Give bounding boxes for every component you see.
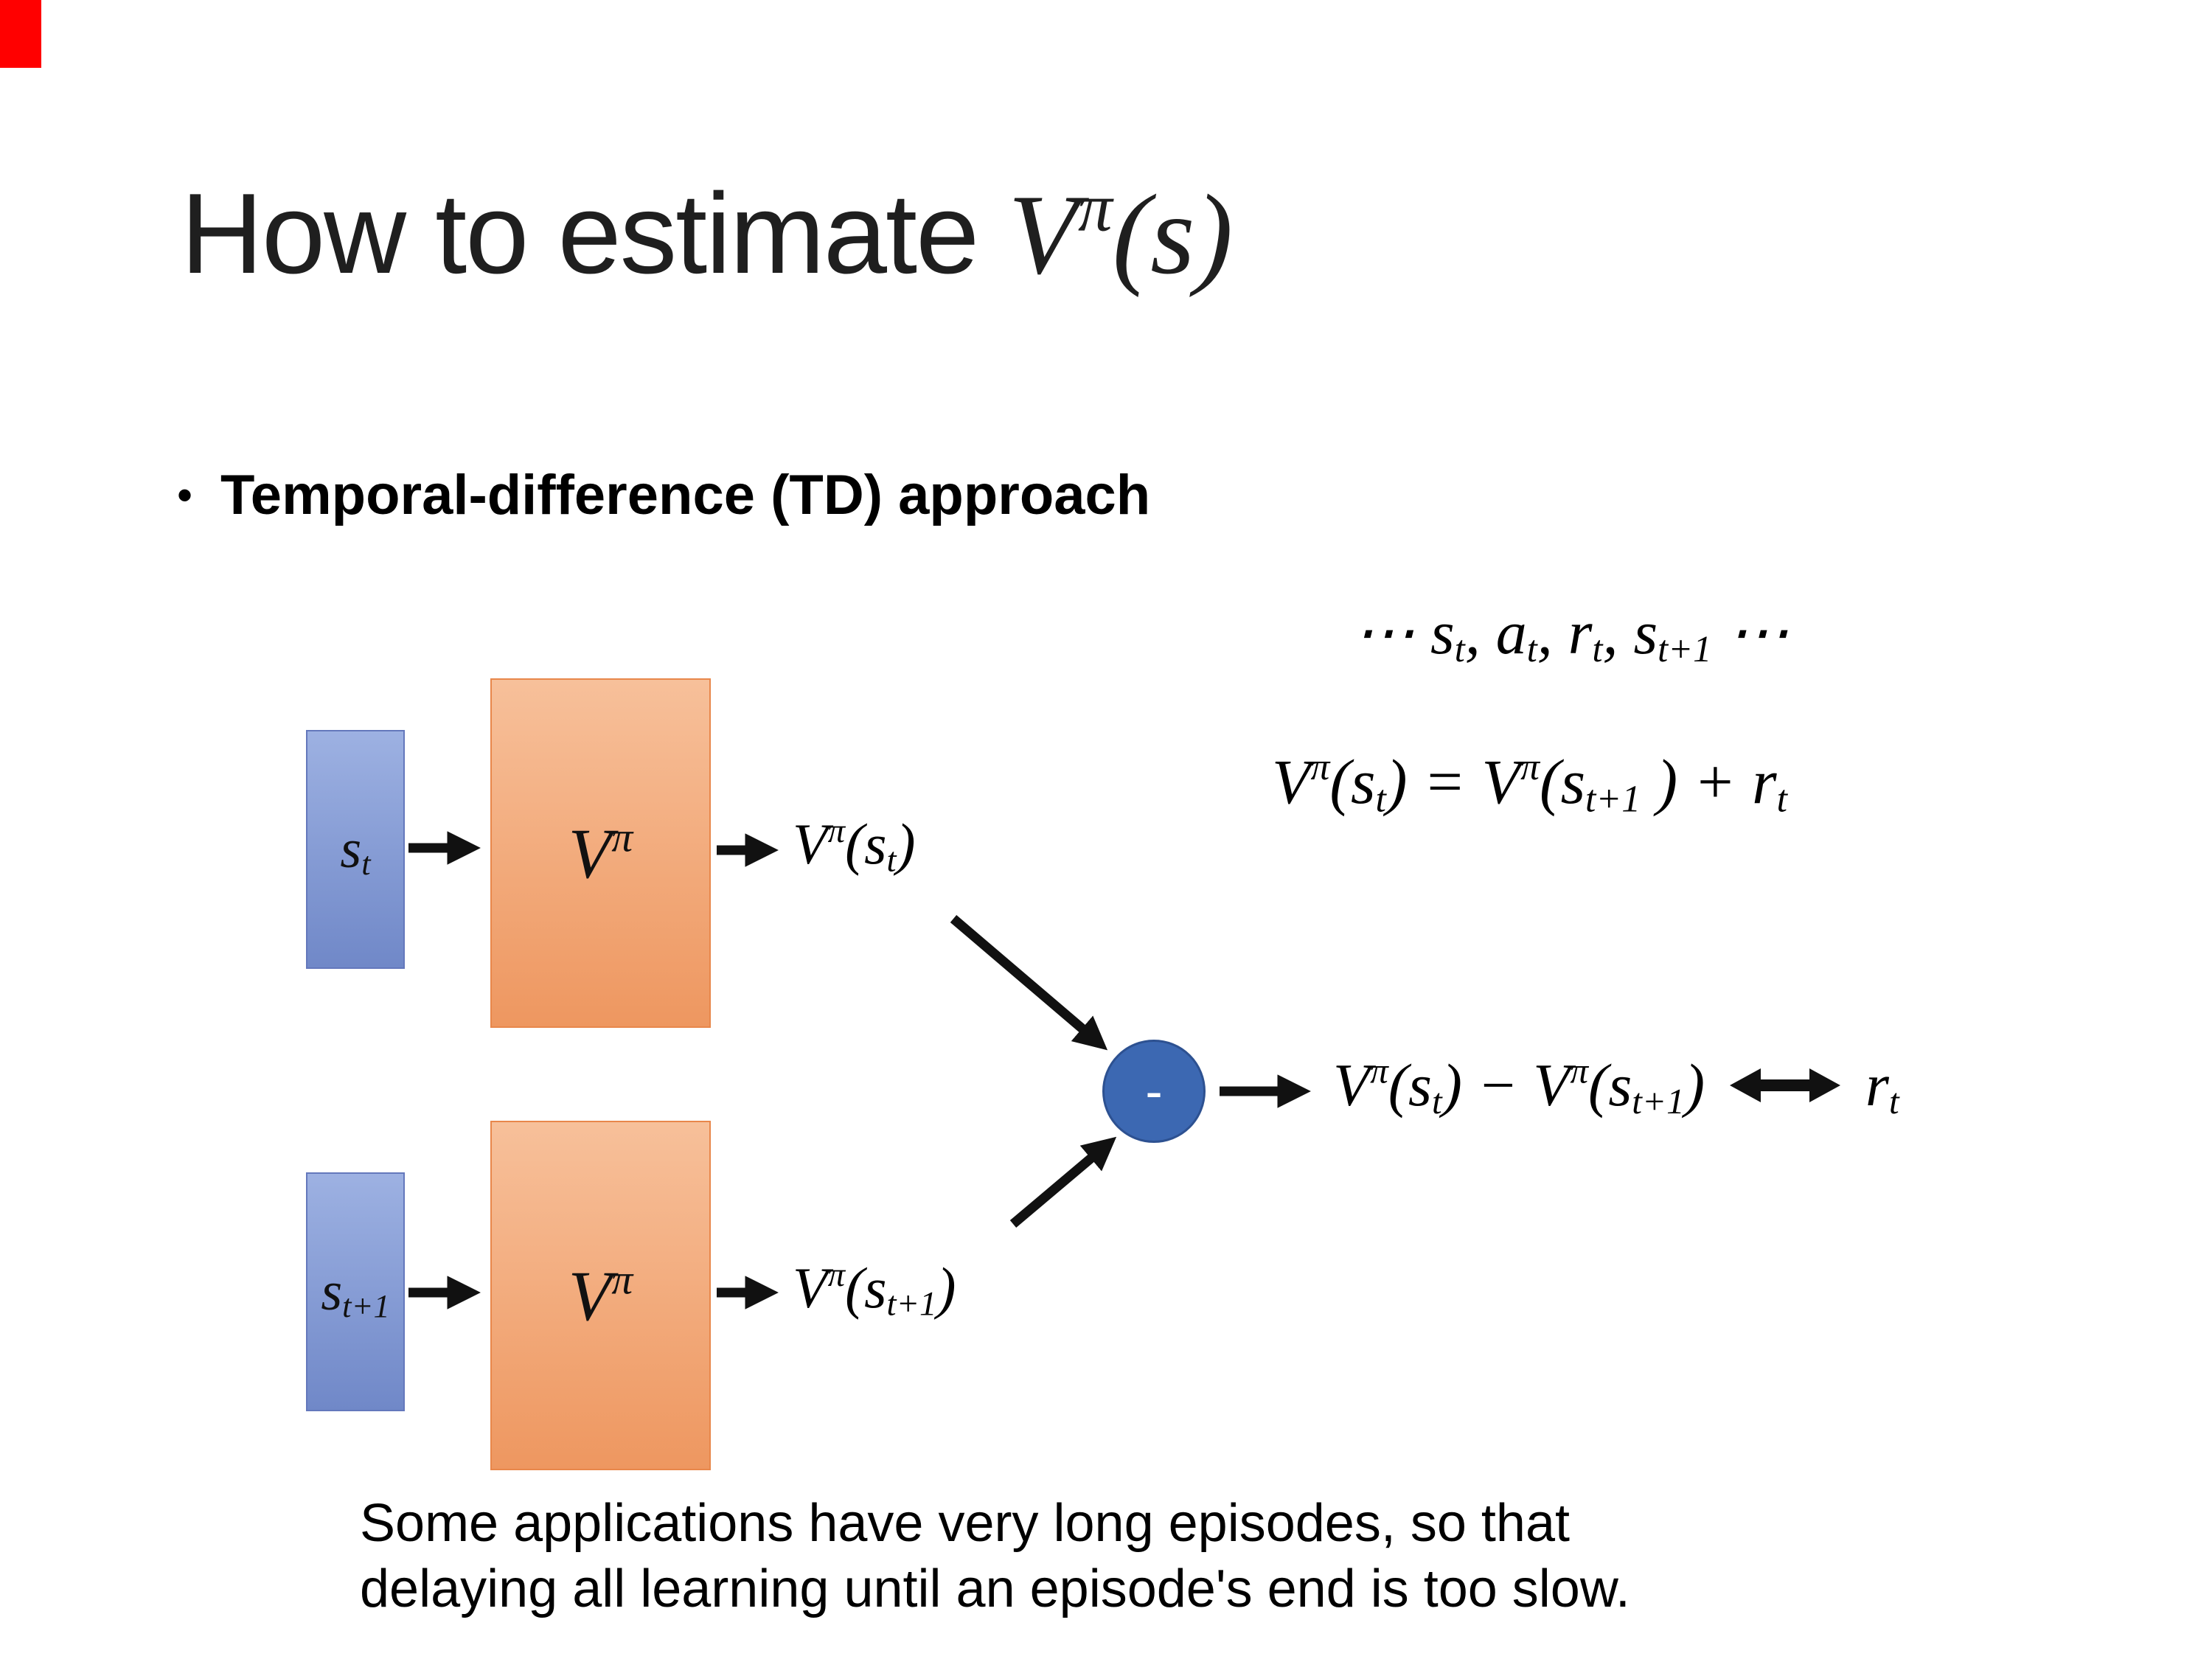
td-error-expression: Vπ(st) − Vπ(st+1) <box>1333 1050 1705 1121</box>
red-corner-accent <box>0 0 41 68</box>
state-label-st1: st+1 <box>321 1261 390 1324</box>
note-line-1: Some applications have very long episode… <box>360 1494 1570 1553</box>
state-box-st1: st+1 <box>306 1172 405 1411</box>
bullet-line: • Temporal-difference (TD) approach <box>177 463 1150 527</box>
output-label-vst1: Vπ(st+1) <box>793 1255 956 1324</box>
note-line-2: delaying all learning until an episode's… <box>360 1559 1630 1619</box>
value-net-box-top: Vπ <box>490 678 711 1028</box>
bottom-note: Some applications have very long episode… <box>360 1491 1630 1623</box>
title-text: How to estimate <box>181 170 1009 297</box>
double-arrow-icon <box>1730 1068 1841 1102</box>
value-net-box-bottom: Vπ <box>490 1121 711 1470</box>
bullet-text: Temporal-difference (TD) approach <box>220 464 1151 526</box>
trajectory-sequence: ⋯ st, at, rt, st+1 ⋯ <box>1353 599 1790 670</box>
minus-node: - <box>1102 1040 1206 1143</box>
td-update-equation: Vπ(st) = Vπ(st+1 ) + rt <box>1272 746 1787 821</box>
title-math: Vπ(s) <box>1008 170 1234 298</box>
slide-title: How to estimate Vπ(s) <box>181 168 1233 301</box>
arrow-output-bottom-to-minus <box>1009 1136 1117 1228</box>
td-error-row: Vπ(st) − Vπ(st+1) rt <box>1333 1051 1899 1120</box>
output-label-vst: Vπ(st) <box>793 811 916 880</box>
minus-label: - <box>1145 1062 1163 1120</box>
state-label-st: st <box>340 818 371 882</box>
arrow-output-top-to-minus <box>950 915 1108 1051</box>
bullet-marker: • <box>177 470 193 520</box>
value-net-label-top: Vπ <box>568 813 633 893</box>
state-box-st: st <box>306 730 405 969</box>
reward-label: rt <box>1865 1051 1899 1121</box>
value-net-label-bottom: Vπ <box>568 1256 633 1335</box>
